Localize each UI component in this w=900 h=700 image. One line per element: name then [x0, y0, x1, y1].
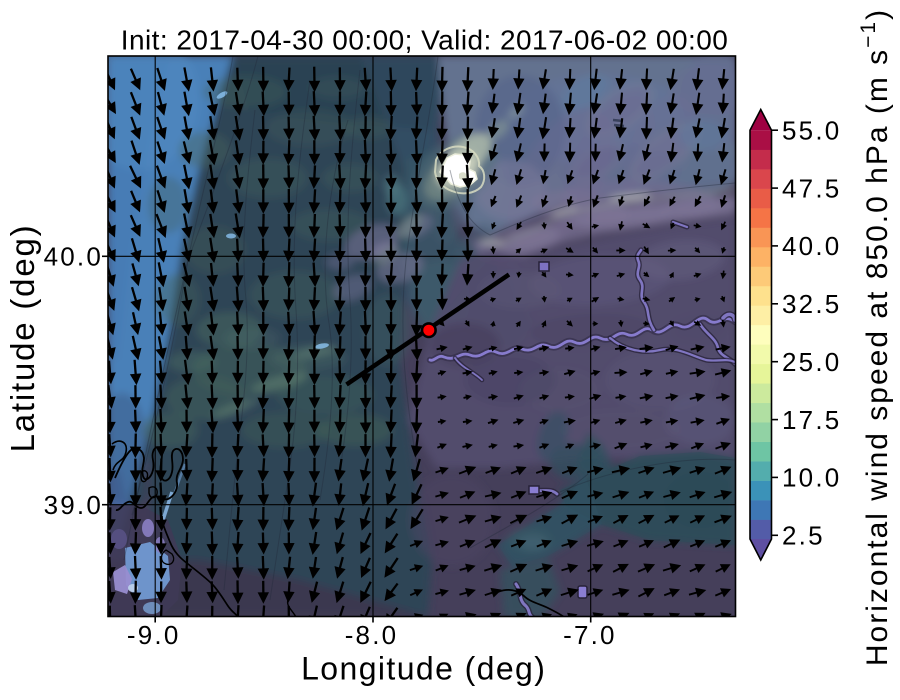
svg-text:Horizontal wind speed at 850.0: Horizontal wind speed at 850.0 hPa (m s−…: [857, 8, 894, 666]
svg-text:32.5: 32.5: [782, 289, 841, 319]
svg-text:Latitude (deg): Latitude (deg): [4, 224, 41, 453]
svg-text:47.5: 47.5: [782, 173, 841, 203]
svg-text:40.0: 40.0: [782, 231, 841, 261]
svg-text:Longitude (deg): Longitude (deg): [301, 651, 546, 687]
svg-text:-9.0: -9.0: [127, 620, 181, 650]
svg-text:2.5: 2.5: [782, 521, 825, 551]
svg-text:-7.0: -7.0: [563, 620, 617, 650]
svg-text:10.0: 10.0: [782, 463, 841, 493]
svg-text:40.0: 40.0: [44, 242, 103, 272]
svg-text:Init: 2017-04-30 00:00; Valid:: Init: 2017-04-30 00:00; Valid: 2017-06-0…: [121, 25, 729, 56]
svg-text:25.0: 25.0: [782, 347, 841, 377]
svg-text:-8.0: -8.0: [345, 620, 399, 650]
svg-text:39.0: 39.0: [44, 490, 103, 520]
svg-text:55.0: 55.0: [782, 116, 841, 146]
svg-text:17.5: 17.5: [782, 405, 841, 435]
